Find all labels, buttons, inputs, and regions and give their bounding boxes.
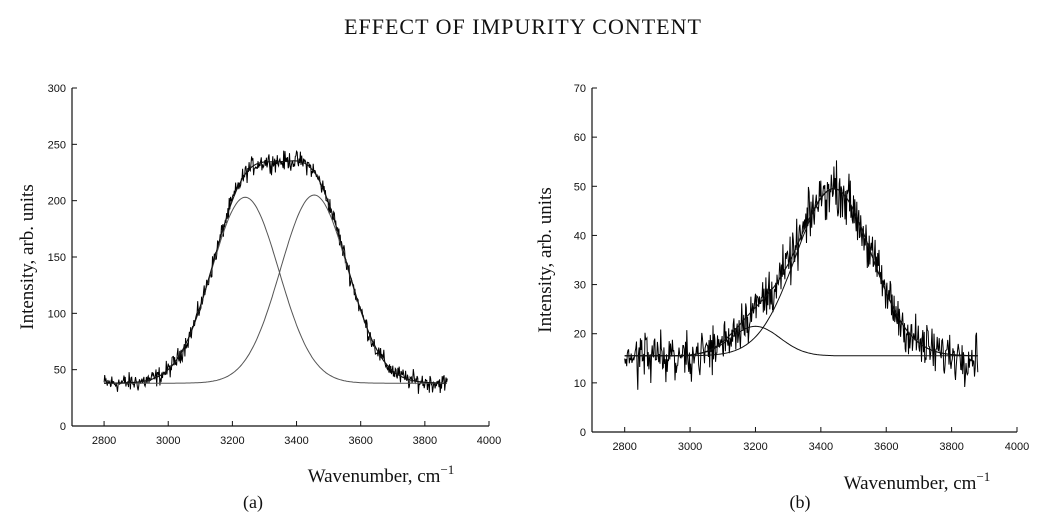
- y-tick-label: 10: [574, 378, 586, 390]
- y-tick-label: 50: [54, 365, 66, 377]
- chart-panel-b: 0 10 20 30 40 50 60 70 2800 3000 3200 3400 3600 3800 4…: [535, 83, 1029, 513]
- y-tick-label: 0: [60, 421, 66, 433]
- x-axis-label-superscript: −1: [440, 462, 454, 477]
- y-tick-label: 150: [48, 252, 66, 264]
- y-tick-label: 70: [574, 83, 586, 95]
- chart-panel-a: 0 50 100 150 200 250 300 2800 3000 3200 3400 3600 38…: [17, 83, 501, 513]
- x-tick-label: 2800: [92, 435, 116, 447]
- y-axis-label: Intensity, arb. units: [17, 184, 38, 329]
- series-component-2: [104, 194, 447, 384]
- y-tick-label: 200: [48, 196, 66, 208]
- y-tick-label: 30: [574, 280, 586, 292]
- x-tick-label: 3200: [220, 435, 244, 447]
- x-tick-label: 3000: [678, 441, 702, 453]
- y-tick-label: 40: [574, 230, 586, 242]
- x-tick-label: 3800: [939, 441, 963, 453]
- series-measured-spectrum: [103, 150, 448, 394]
- x-tick-label: 3600: [874, 441, 898, 453]
- x-tick-label: 3000: [156, 435, 180, 447]
- series-component-2: [624, 188, 978, 357]
- x-tick-label: 3200: [743, 441, 767, 453]
- y-tick-label: 50: [574, 181, 586, 193]
- series-fit-sum: [104, 160, 447, 384]
- panel-caption: (b): [790, 492, 811, 513]
- y-tick-label: 60: [574, 132, 586, 144]
- x-tick-label: 3800: [413, 435, 437, 447]
- page-header: EFFECT OF IMPURITY CONTENT: [344, 14, 702, 39]
- y-tick-label: 20: [574, 329, 586, 341]
- x-tick-label: 3400: [284, 435, 308, 447]
- y-tick-label: 250: [48, 139, 66, 151]
- x-tick-label: 4000: [1005, 441, 1029, 453]
- x-tick-label: 3600: [348, 435, 372, 447]
- y-tick-label: 100: [48, 308, 66, 320]
- x-axis-label-superscript: −1: [976, 469, 990, 484]
- y-axis-label: Intensity, arb. units: [535, 187, 556, 332]
- x-axis-label: Wavenumber, cm−1: [308, 462, 455, 487]
- series-component-1: [104, 196, 447, 384]
- x-tick-label: 4000: [477, 435, 501, 447]
- panel-caption: (a): [243, 492, 263, 513]
- x-tick-label: 3400: [809, 441, 833, 453]
- x-axis-label: Wavenumber, cm−1: [844, 469, 991, 494]
- y-tick-label: 0: [580, 427, 586, 439]
- series-fit-sum: [624, 188, 978, 357]
- x-tick-label: 2800: [612, 441, 636, 453]
- y-tick-label: 300: [48, 83, 66, 95]
